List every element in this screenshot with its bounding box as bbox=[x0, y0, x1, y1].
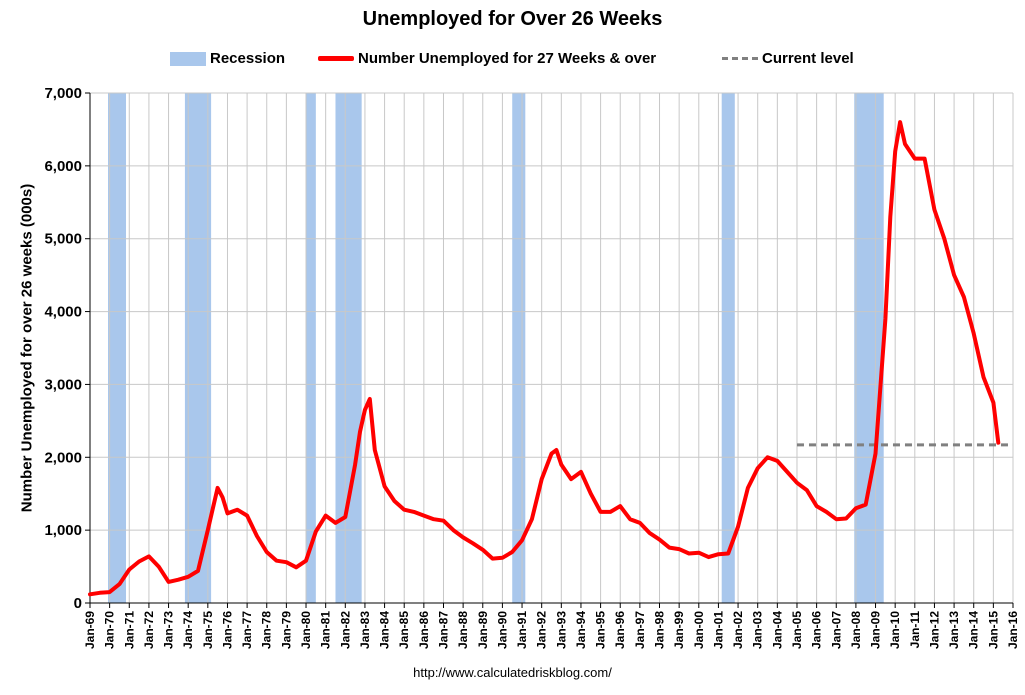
x-tick-label: Jan-90 bbox=[495, 611, 509, 649]
x-tick-label: Jan-75 bbox=[201, 611, 215, 649]
y-tick-label: 4,000 bbox=[44, 304, 82, 321]
y-tick-label: 6,000 bbox=[44, 158, 82, 175]
x-tick-label: Jan-79 bbox=[279, 611, 293, 649]
x-tick-label: Jan-92 bbox=[535, 611, 549, 649]
recession-band-7 bbox=[854, 93, 884, 603]
x-tick-label: Jan-14 bbox=[967, 611, 981, 649]
x-tick-label: Jan-72 bbox=[142, 611, 156, 649]
x-tick-label: Jan-98 bbox=[653, 611, 667, 649]
y-tick-label: 1,000 bbox=[44, 522, 82, 539]
x-tick-label: Jan-15 bbox=[986, 611, 1000, 649]
x-tick-label: Jan-04 bbox=[770, 611, 784, 649]
x-tick-label: Jan-99 bbox=[672, 611, 686, 649]
chart-title: Unemployed for Over 26 Weeks bbox=[362, 8, 663, 30]
recession-band-6 bbox=[721, 93, 735, 603]
x-tick-label: Jan-06 bbox=[810, 611, 824, 649]
x-tick-label: Jan-01 bbox=[711, 611, 725, 649]
legend-swatch-recession bbox=[170, 51, 206, 66]
x-tick-label: Jan-81 bbox=[319, 611, 333, 649]
legend-label-recession: Recession bbox=[210, 50, 286, 67]
x-tick-label: Jan-89 bbox=[476, 611, 490, 649]
x-tick-label: Jan-69 bbox=[83, 611, 97, 649]
x-tick-label: Jan-05 bbox=[790, 611, 804, 649]
x-tick-label: Jan-08 bbox=[849, 611, 863, 649]
x-tick-label: Jan-00 bbox=[692, 611, 706, 649]
recession-band-5 bbox=[512, 93, 526, 603]
recession-band-4 bbox=[335, 93, 362, 603]
x-tick-label: Jan-11 bbox=[908, 611, 922, 649]
legend-item-recession: Recession bbox=[170, 50, 285, 67]
legend-swatch-current-level bbox=[722, 57, 758, 60]
y-tick-label: 5,000 bbox=[44, 231, 82, 248]
recession-band-1 bbox=[108, 93, 127, 603]
x-tick-label: Jan-95 bbox=[594, 611, 608, 649]
legend-swatch-series bbox=[318, 56, 354, 61]
x-tick-label: Jan-16 bbox=[1006, 611, 1020, 649]
x-tick-label: Jan-09 bbox=[869, 611, 883, 649]
series-line-long-term-unemployed bbox=[88, 120, 1001, 597]
legend-label-series: Number Unemployed for 27 Weeks & over bbox=[358, 50, 657, 67]
x-tick-label: Jan-93 bbox=[554, 611, 568, 649]
x-tick-label: Jan-02 bbox=[731, 611, 745, 649]
y-tick-label: 2,000 bbox=[44, 449, 82, 466]
x-tick-label: Jan-96 bbox=[613, 611, 627, 649]
x-tick-label: Jan-97 bbox=[633, 611, 647, 649]
x-tick-label: Jan-10 bbox=[888, 611, 902, 649]
x-tick-label: Jan-71 bbox=[122, 611, 136, 649]
y-tick-label: 0 bbox=[74, 595, 82, 612]
x-tick-label: Jan-87 bbox=[436, 611, 450, 649]
recession-band-2 bbox=[184, 93, 212, 603]
x-tick-label: Jan-74 bbox=[181, 611, 195, 649]
x-tick-label: Jan-84 bbox=[378, 611, 392, 649]
x-tick-label: Jan-77 bbox=[240, 611, 254, 649]
y-tick-label: 3,000 bbox=[44, 376, 82, 393]
x-tick-label: Jan-13 bbox=[947, 611, 961, 649]
x-tick-label: Jan-70 bbox=[103, 611, 117, 649]
legend-item-series: Number Unemployed for 27 Weeks & over bbox=[318, 50, 656, 67]
x-tick-label: Jan-88 bbox=[456, 611, 470, 649]
legend-item-current-level: Current level bbox=[722, 50, 854, 67]
legend: Recession Number Unemployed for 27 Weeks… bbox=[0, 50, 1025, 72]
x-tick-label: Jan-82 bbox=[338, 611, 352, 649]
x-tick-label: Jan-83 bbox=[358, 611, 372, 649]
x-tick-label: Jan-73 bbox=[162, 611, 176, 649]
recession-band-3 bbox=[306, 93, 316, 603]
x-tick-label: Jan-03 bbox=[751, 611, 765, 649]
x-tick-label: Jan-78 bbox=[260, 611, 274, 649]
source-url: http://www.calculatedriskblog.com/ bbox=[413, 665, 612, 680]
x-tick-label: Jan-85 bbox=[397, 611, 411, 649]
x-tick-label: Jan-07 bbox=[829, 611, 843, 649]
x-tick-label: Jan-80 bbox=[299, 611, 313, 649]
x-tick-label: Jan-76 bbox=[220, 611, 234, 649]
legend-label-current-level: Current level bbox=[762, 50, 854, 67]
x-tick-label: Jan-12 bbox=[927, 611, 941, 649]
x-tick-label: Jan-94 bbox=[574, 611, 588, 649]
y-tick-label: 7,000 bbox=[44, 85, 82, 102]
x-tick-label: Jan-86 bbox=[417, 611, 431, 649]
x-tick-label: Jan-91 bbox=[515, 611, 529, 649]
